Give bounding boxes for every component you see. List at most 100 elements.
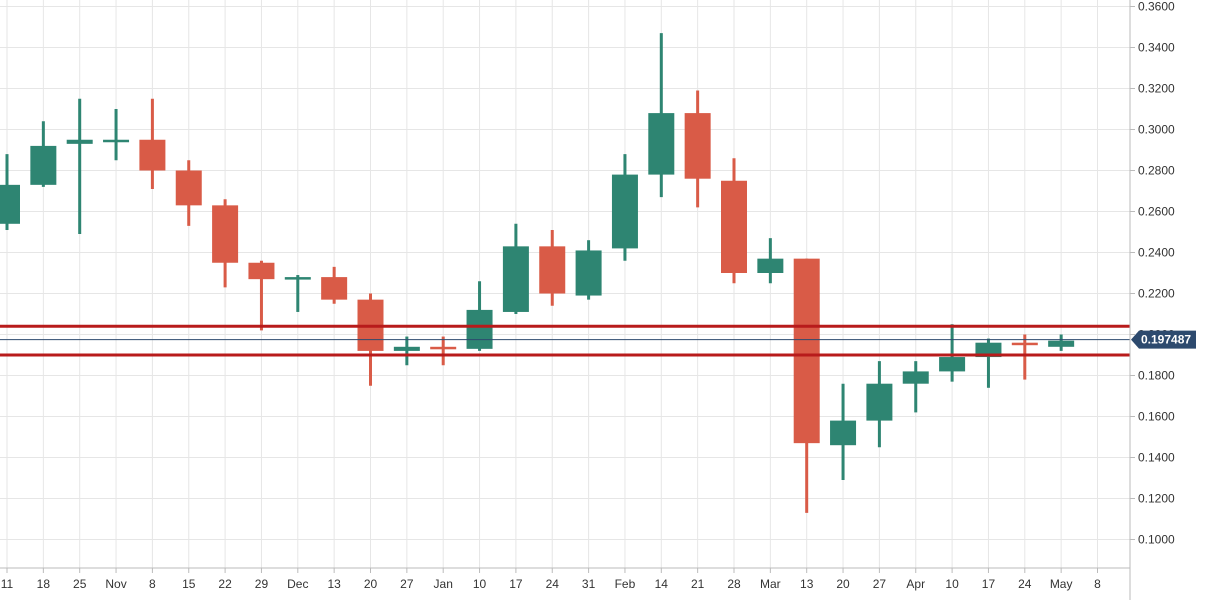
y-tick-label: 0.1000: [1138, 533, 1175, 547]
candle-body: [175, 170, 202, 206]
x-tick-label: 28: [727, 577, 741, 591]
candle-body: [321, 277, 348, 300]
x-tick-label: 10: [473, 577, 487, 591]
x-tick-label: 13: [327, 577, 341, 591]
candle-body: [502, 246, 529, 312]
x-tick-label: 11: [1, 577, 14, 591]
candle-down: [793, 258, 820, 513]
candle-up: [0, 154, 20, 230]
candle-up: [902, 361, 929, 413]
y-tick-label: 0.3200: [1138, 82, 1175, 96]
candle-down: [175, 160, 202, 226]
candle-body: [30, 145, 57, 185]
y-tick-label: 0.3400: [1138, 41, 1175, 55]
candle-up: [575, 240, 602, 300]
x-tick-label: Mar: [760, 577, 781, 591]
candle-up: [103, 109, 130, 161]
x-tick-label: 17: [509, 577, 523, 591]
x-tick-label: 18: [37, 577, 51, 591]
y-tick-label: 0.1800: [1138, 369, 1175, 383]
y-tick-label: 0.1400: [1138, 451, 1175, 465]
candle-body: [1011, 342, 1038, 346]
candle-up: [466, 281, 493, 351]
candle-up: [66, 98, 93, 235]
x-tick-label: 21: [691, 577, 705, 591]
candle-down: [1011, 334, 1038, 380]
candle-up: [502, 223, 529, 314]
candle-down: [721, 158, 747, 284]
x-tick-label: 27: [873, 577, 887, 591]
candle-layer: [0, 33, 1075, 513]
candle-up: [1048, 334, 1075, 351]
candle-body: [393, 346, 420, 351]
candle-body: [866, 383, 893, 421]
candle-body: [902, 371, 929, 384]
candle-body: [939, 357, 966, 372]
candle-up: [648, 33, 675, 198]
x-tick-label: 22: [218, 577, 232, 591]
x-tick-label: 29: [255, 577, 269, 591]
x-tick-label: 20: [836, 577, 850, 591]
candle-body: [793, 258, 820, 444]
candle-down: [430, 336, 457, 366]
candle-down: [321, 266, 348, 304]
level-layer: [0, 324, 1130, 357]
x-tick-label: 8: [1094, 577, 1101, 591]
x-tick-label: Apr: [906, 577, 925, 591]
x-tick-label: 17: [982, 577, 996, 591]
candle-down: [139, 98, 166, 189]
candle-up: [866, 361, 893, 448]
candle-body: [430, 346, 457, 350]
y-tick-label: 0.1200: [1138, 492, 1175, 506]
candle-down: [539, 229, 566, 306]
x-tick-label: 8: [149, 577, 156, 591]
candle-body: [975, 342, 1002, 358]
candle-up: [939, 324, 966, 382]
y-tick-label: 0.3600: [1138, 0, 1175, 14]
candle-body: [466, 309, 493, 349]
candle-body: [0, 184, 20, 224]
x-tick-label: 27: [400, 577, 414, 591]
candle-down: [212, 199, 239, 288]
x-tick-label: 10: [945, 577, 959, 591]
candle-body: [212, 205, 239, 263]
candle-up: [393, 336, 420, 366]
x-tick-label: 31: [582, 577, 596, 591]
x-tick-label: Dec: [287, 577, 308, 591]
candle-body: [721, 180, 747, 273]
candle-body: [575, 250, 602, 296]
x-tick-label: 13: [800, 577, 814, 591]
candle-body: [684, 113, 711, 179]
candle-down: [248, 260, 275, 331]
candle-body: [648, 113, 675, 175]
candle-body: [611, 174, 638, 249]
x-tick-label: 25: [73, 577, 87, 591]
y-tick-label: 0.2800: [1138, 164, 1175, 178]
candle-body: [539, 246, 566, 294]
current-price-label: 0.197487: [1141, 333, 1191, 347]
x-tick-label: Nov: [105, 577, 126, 591]
x-tick-label: 24: [1018, 577, 1032, 591]
current-price-tag: 0.197487: [1131, 330, 1196, 349]
y-tick-label: 0.2400: [1138, 246, 1175, 260]
candle-up: [611, 154, 638, 261]
x-tick-label: 24: [546, 577, 560, 591]
candle-body: [757, 258, 784, 273]
candle-body: [103, 139, 130, 143]
y-tick-label: 0.3000: [1138, 123, 1175, 137]
candle-up: [830, 383, 857, 481]
x-tick-label: May: [1050, 577, 1073, 591]
x-tick-label: Feb: [615, 577, 636, 591]
x-tick-label: 20: [364, 577, 378, 591]
candle-down: [684, 90, 711, 208]
candle-up: [30, 121, 57, 187]
candle-body: [248, 262, 275, 280]
candle-body: [1048, 340, 1075, 347]
candle-body: [284, 277, 311, 280]
candle-up: [975, 338, 1002, 388]
y-tick-label: 0.2600: [1138, 205, 1175, 219]
candle-up: [284, 275, 311, 312]
